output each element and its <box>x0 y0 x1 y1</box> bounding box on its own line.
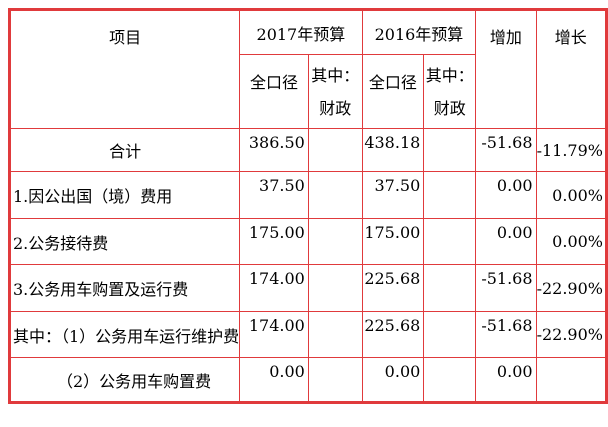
cell-growth: 0.00% <box>535 171 608 219</box>
cell-growth: 0.00% <box>535 218 608 265</box>
col-header-increase: 增加 <box>475 9 537 129</box>
cell-2017-full: 0.00 <box>239 357 309 403</box>
cell-2017-fiscal <box>307 311 363 358</box>
table-row-abroad: 1.因公出国（境）费用 37.50 37.50 0.00 0.00% <box>8 171 608 219</box>
fiscal-label: 财政 <box>319 99 352 118</box>
cell-2016-full: 225.68 <box>361 264 425 312</box>
col-header-item: 项目 <box>8 9 241 129</box>
cell-2016-fiscal <box>423 264 477 312</box>
cell-2016-full: 438.18 <box>361 128 425 172</box>
fiscal-label: 财政 <box>433 99 466 118</box>
row-label-vehicle-operation: 其中：（1）公务用车运行维护费 <box>8 311 241 358</box>
cell-increase: 0.00 <box>475 171 537 219</box>
row-label-vehicle-purchase: （2）公务用车购置费 <box>8 357 241 403</box>
cell-2016-full: 37.50 <box>361 171 425 219</box>
col-header-2016-of-which-fiscal: 其中： 财政 <box>423 54 477 129</box>
cell-2017-fiscal <box>307 171 363 219</box>
cell-increase: 0.00 <box>475 218 537 265</box>
cell-2017-fiscal <box>307 357 363 403</box>
cell-2017-full: 174.00 <box>239 264 309 312</box>
table-row-vehicle-purchase: （2）公务用车购置费 0.00 0.00 0.00 <box>8 357 608 403</box>
page: 项目 2017年预算 2016年预算 增加 增长 全口径 其中： 财政 全口径 其… <box>0 8 608 427</box>
cell-2016-full: 225.68 <box>361 311 425 358</box>
cell-2017-full: 386.50 <box>239 128 309 172</box>
cell-increase: 0.00 <box>475 357 537 403</box>
col-header-2017-full-scope: 全口径 <box>239 54 309 129</box>
table-row-reception: 2.公务接待费 175.00 175.00 0.00 0.00% <box>8 218 608 265</box>
cell-2016-fiscal <box>423 128 477 172</box>
cell-2017-fiscal <box>307 218 363 265</box>
cell-increase: -51.68 <box>475 311 537 358</box>
cell-growth: -22.90% <box>535 311 608 358</box>
of-which-label: 其中： <box>311 66 360 85</box>
cell-2016-fiscal <box>423 171 477 219</box>
col-header-2017-of-which-fiscal: 其中： 财政 <box>307 54 363 129</box>
col-header-budget-2016: 2016年预算 <box>361 9 477 55</box>
cell-2017-full: 174.00 <box>239 311 309 358</box>
cell-2017-full: 175.00 <box>239 218 309 265</box>
cell-growth <box>535 357 608 403</box>
cell-2017-full: 37.50 <box>239 171 309 219</box>
row-label-vehicles: 3.公务用车购置及运行费 <box>8 264 241 312</box>
col-header-budget-2017: 2017年预算 <box>239 9 363 55</box>
row-label-reception: 2.公务接待费 <box>8 218 241 265</box>
row-label-abroad: 1.因公出国（境）费用 <box>8 171 241 219</box>
cell-2016-fiscal <box>423 311 477 358</box>
cell-growth: -11.79% <box>535 128 608 172</box>
cell-growth: -22.90% <box>535 264 608 312</box>
cell-increase: -51.68 <box>475 128 537 172</box>
cell-2016-full: 0.00 <box>361 357 425 403</box>
col-header-2016-full-scope: 全口径 <box>361 54 425 129</box>
cell-2017-fiscal <box>307 264 363 312</box>
cell-2016-fiscal <box>423 357 477 403</box>
header-row-2: 全口径 其中： 财政 全口径 其中： 财政 <box>10 54 607 129</box>
table-row-total: 合计 386.50 438.18 -51.68 -11.79% <box>8 128 608 172</box>
cell-2017-fiscal <box>307 128 363 172</box>
cell-2016-fiscal <box>423 218 477 265</box>
cell-increase: -51.68 <box>475 264 537 312</box>
col-header-growth: 增长 <box>535 9 608 129</box>
budget-table: 项目 2017年预算 2016年预算 增加 增长 全口径 其中： 财政 全口径 其… <box>8 8 608 404</box>
table-row-vehicle-operation: 其中：（1）公务用车运行维护费 174.00 225.68 -51.68 -22… <box>8 311 608 358</box>
cell-2016-full: 175.00 <box>361 218 425 265</box>
of-which-label: 其中： <box>425 66 474 85</box>
table-row-vehicles: 3.公务用车购置及运行费 174.00 225.68 -51.68 -22.90… <box>8 264 608 312</box>
header-row-1: 项目 2017年预算 2016年预算 增加 增长 <box>8 9 608 129</box>
row-label-total: 合计 <box>8 128 241 172</box>
